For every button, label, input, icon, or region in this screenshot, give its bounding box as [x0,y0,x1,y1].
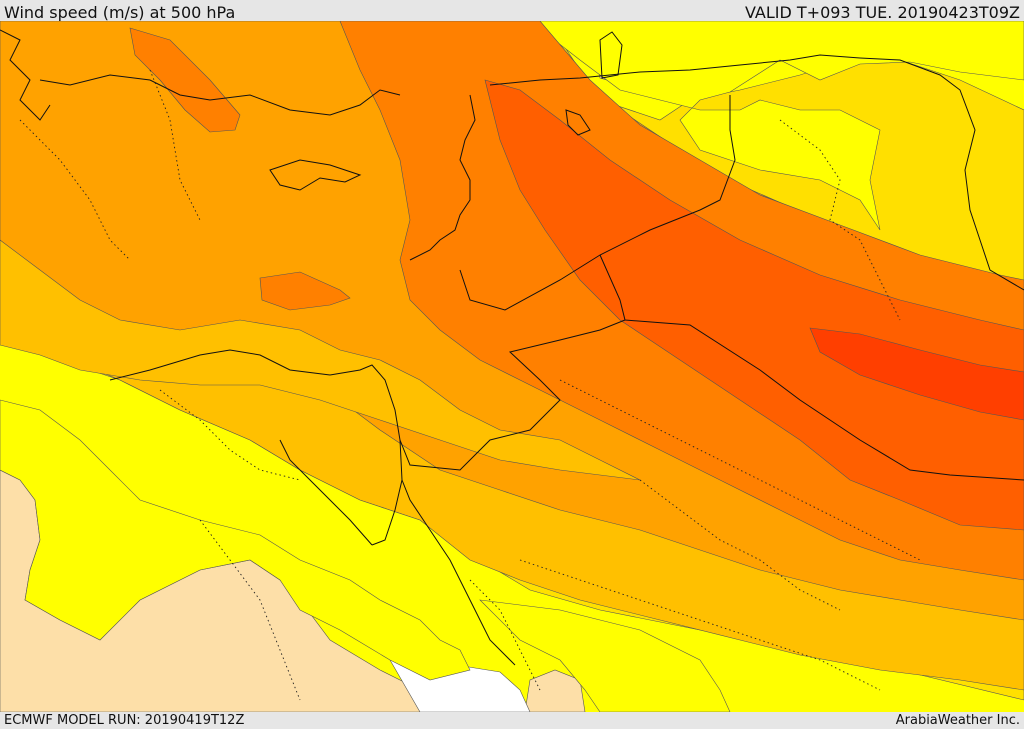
wind-band-low-north-east [529,21,1024,231]
credit-label: ArabiaWeather Inc. [895,713,1020,728]
map-title: Wind speed (m/s) at 500 hPa [4,3,236,22]
header-bar: Wind speed (m/s) at 500 hPa VALID T+093 … [0,0,1024,22]
wind-band-high-blob-w [259,271,351,311]
wind-band-low-south [479,599,731,712]
coastlines [0,29,623,666]
wind-band-max [809,327,1024,421]
wind-band-very-low-east [524,669,586,712]
wind-band-mid-patch [0,239,641,481]
country-borders [399,54,1024,481]
wind-band-very-high [484,79,1024,531]
wind-band-high-blob-nw [129,27,241,133]
valid-time-label: VALID T+093 TUE. 20190423T09Z [744,3,1020,22]
admin-boundaries [19,69,921,701]
model-run-label: ECMWF MODEL RUN: 20190419T12Z [4,713,245,728]
footer-bar: ECMWF MODEL RUN: 20190419T12Z ArabiaWeat… [0,712,1024,729]
wind-speed-map [0,21,1024,712]
